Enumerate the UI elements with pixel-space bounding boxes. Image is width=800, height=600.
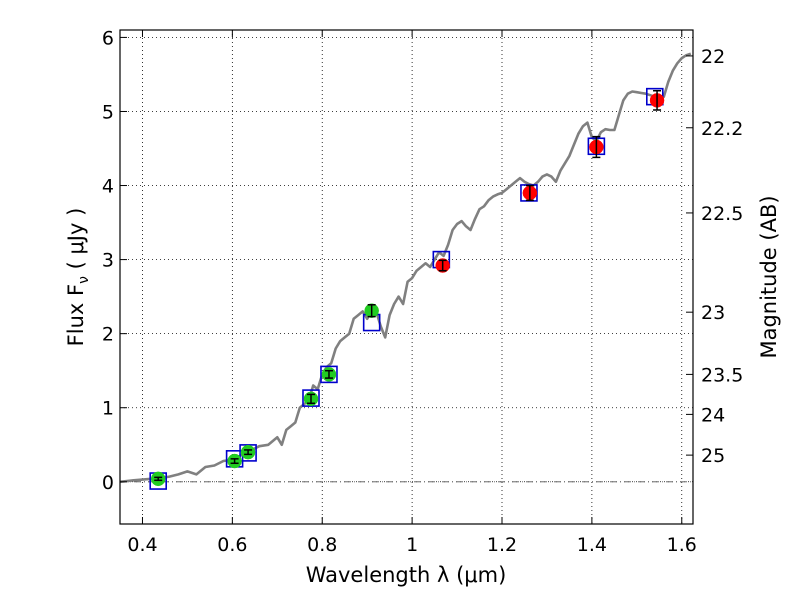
x-tick-label: 1.4 xyxy=(577,534,607,556)
y-tick-label: 2 xyxy=(102,324,114,346)
y-axis-label-unit: ( μJy ) xyxy=(64,208,88,276)
y-tick-label: 1 xyxy=(102,398,114,420)
y-tick-label: 4 xyxy=(102,176,114,198)
y2-tick-label: 24 xyxy=(701,404,725,426)
y2-tick-label: 25 xyxy=(701,445,725,467)
x-tick-label: 1.2 xyxy=(487,534,517,556)
spectrum-line xyxy=(119,52,692,484)
x-axis-label: Wavelength λ (μm) xyxy=(306,563,507,587)
y-axis-label: Flux Fν ( μJy ) xyxy=(64,208,92,347)
ticks-group: 0.4 0.6 0.8 1 1.2 1.4 1.601234562222.222.52323… xyxy=(102,27,743,556)
y-tick-label: 0 xyxy=(102,472,114,494)
y2-tick-label: 22 xyxy=(701,46,725,68)
plot-area xyxy=(120,30,693,524)
x-tick-label: 0.8 xyxy=(307,534,337,556)
y-tick-label: 3 xyxy=(102,250,114,272)
x-tick-label: 0.4 xyxy=(127,534,157,556)
y-tick-label: 6 xyxy=(102,27,114,49)
x-tick-label: 0.6 xyxy=(217,534,247,556)
model-photometry-square xyxy=(302,389,320,407)
y2-axis-label: Magnitude (AB) xyxy=(757,195,781,358)
plot-frame xyxy=(119,29,694,525)
y-tick-label: 5 xyxy=(102,101,114,123)
y2-tick-label: 22.5 xyxy=(701,203,743,225)
y2-tick-label: 23 xyxy=(701,302,725,324)
model-photometry-square xyxy=(320,365,338,384)
y-axis-label-main: Flux F xyxy=(64,284,88,346)
model-photometry-square xyxy=(239,444,257,462)
y2-tick-label: 22.2 xyxy=(701,118,743,140)
y2-tick-label: 23.5 xyxy=(701,364,743,386)
x-tick-label: 1 xyxy=(406,534,418,556)
x-tick-label: 1.6 xyxy=(667,534,697,556)
y-axis-label-subscript: ν xyxy=(76,276,92,284)
observed-points-group xyxy=(150,89,665,487)
spectrum-group xyxy=(119,52,692,484)
